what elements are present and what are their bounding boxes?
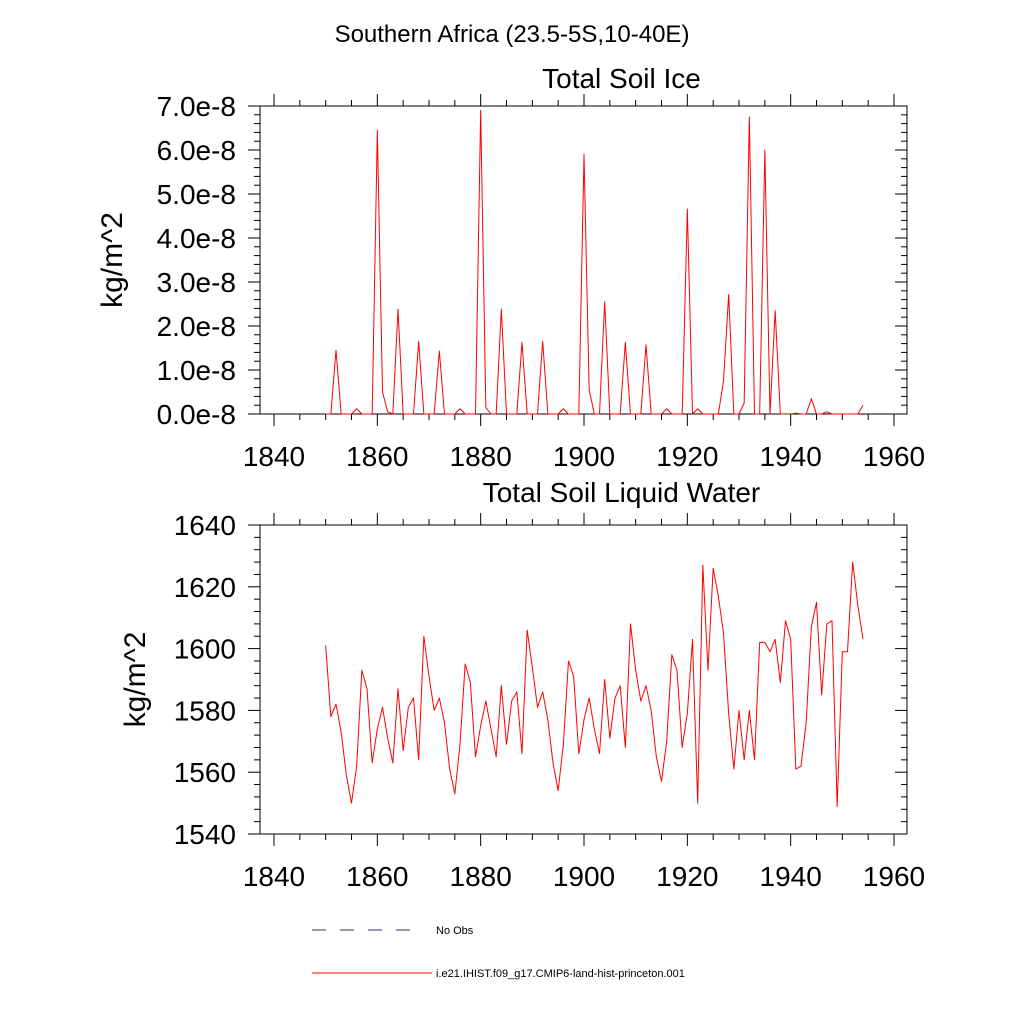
legend-obs-label: No Obs <box>436 925 474 937</box>
x-tick-label: 1920 <box>656 441 718 472</box>
x-tick-label: 1840 <box>243 441 305 472</box>
x-tick-label: 1960 <box>863 861 925 892</box>
x-tick-label: 1920 <box>656 861 718 892</box>
x-tick-label: 1900 <box>553 441 615 472</box>
legend: No Obs i.e21.IHIST.f09_g17.CMIP6-land-hi… <box>312 925 685 980</box>
y-tick-label: 0.0e-8 <box>157 399 236 430</box>
x-tick-label: 1960 <box>863 441 925 472</box>
y-axis-label: kg/m^2 <box>96 212 129 308</box>
panel-title: Total Soil Liquid Water <box>483 477 761 508</box>
y-tick-label: 1540 <box>174 819 236 850</box>
x-tick-label: 1840 <box>243 861 305 892</box>
plot-frame <box>259 524 908 835</box>
y-tick-label: 6.0e-8 <box>157 135 236 166</box>
x-tick-label: 1900 <box>553 861 615 892</box>
x-tick-label: 1880 <box>450 441 512 472</box>
soil-ice-panel: Total Soil Ice kg/m^2 1840 1860 1880 1900 1920… <box>96 63 925 472</box>
y-tick-label: 1640 <box>174 510 236 541</box>
y-tick-label: 4.0e-8 <box>157 223 236 254</box>
x-tick-label: 1860 <box>346 861 408 892</box>
y-tick-label: 1580 <box>174 695 236 726</box>
panel-title: Total Soil Ice <box>542 63 701 94</box>
plot-frame <box>259 105 908 415</box>
y-tick-label: 3.0e-8 <box>157 267 236 298</box>
y-tick-label: 7.0e-8 <box>157 91 236 122</box>
y-tick-label: 2.0e-8 <box>157 311 236 342</box>
x-tick-label: 1940 <box>760 441 822 472</box>
y-tick-label: 5.0e-8 <box>157 179 236 210</box>
figure-title: Southern Africa (23.5-5S,10-40E) <box>335 21 690 48</box>
y-tick-label: 1560 <box>174 757 236 788</box>
series-line <box>325 109 864 415</box>
soil-liquid-water-panel: Total Soil Liquid Water kg/m^2 1840 1860 188… <box>119 477 925 892</box>
y-tick-label: 1.0e-8 <box>157 355 236 386</box>
y-axis-label: kg/m^2 <box>119 632 152 728</box>
x-tick-label: 1860 <box>346 441 408 472</box>
legend-model-label: i.e21.IHIST.f09_g17.CMIP6-land-hist-prin… <box>436 968 685 980</box>
x-tick-label: 1880 <box>450 861 512 892</box>
y-tick-label: 1620 <box>174 572 236 603</box>
x-tick-label: 1940 <box>760 861 822 892</box>
series-line <box>325 561 864 807</box>
y-tick-label: 1600 <box>174 634 236 665</box>
